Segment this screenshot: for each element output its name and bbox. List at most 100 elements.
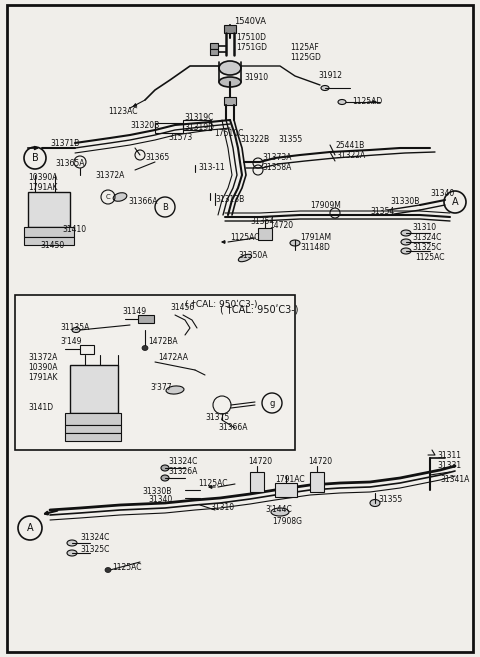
Bar: [275, 483, 297, 497]
Bar: [138, 315, 154, 323]
Text: 31322A: 31322A: [336, 150, 365, 160]
Text: 313-11: 313-11: [198, 164, 225, 173]
Text: 31135A: 31135A: [60, 323, 89, 332]
Bar: [258, 228, 272, 240]
Ellipse shape: [219, 61, 241, 75]
Text: 17510C: 17510C: [214, 129, 243, 137]
Text: 14720: 14720: [269, 221, 293, 229]
Text: 31320B: 31320B: [130, 120, 159, 129]
Text: 17908G: 17908G: [272, 518, 302, 526]
Text: 1472BA: 1472BA: [148, 338, 178, 346]
Text: 31373A: 31373A: [262, 154, 291, 162]
Text: 31310: 31310: [412, 223, 436, 233]
Text: 31365: 31365: [145, 152, 169, 162]
Ellipse shape: [239, 254, 252, 261]
Text: 31354: 31354: [370, 208, 394, 217]
Text: 1125AC: 1125AC: [198, 478, 228, 487]
Text: 10390A: 10390A: [28, 173, 58, 181]
Bar: [15, 295, 295, 450]
Text: 31326A: 31326A: [168, 468, 197, 476]
Text: 31324C: 31324C: [168, 457, 197, 466]
Text: 31311: 31311: [437, 451, 461, 459]
Bar: [24, 237, 74, 245]
Text: 1125AC: 1125AC: [112, 562, 142, 572]
Text: 31410: 31410: [62, 225, 86, 235]
Text: 25441B: 25441B: [336, 141, 365, 150]
Bar: [65, 433, 121, 441]
Text: B: B: [32, 153, 38, 163]
Text: 31450: 31450: [40, 240, 64, 250]
Bar: [80, 345, 94, 354]
Bar: [250, 472, 264, 492]
Text: 31322B: 31322B: [240, 135, 269, 145]
Text: 31365A: 31365A: [55, 158, 84, 168]
Ellipse shape: [72, 327, 80, 332]
Text: 3'377: 3'377: [150, 384, 172, 392]
Ellipse shape: [142, 346, 148, 350]
Ellipse shape: [113, 193, 127, 201]
Text: 17909M: 17909M: [310, 202, 341, 210]
Text: 3'149: 3'149: [60, 338, 82, 346]
Bar: [24, 227, 74, 237]
Bar: [70, 365, 118, 413]
Bar: [65, 413, 121, 425]
Text: 31319D: 31319D: [184, 124, 214, 133]
Text: 31912: 31912: [318, 70, 342, 79]
Text: 31371B: 31371B: [50, 139, 79, 148]
Ellipse shape: [401, 248, 411, 254]
Text: 1540VA: 1540VA: [234, 18, 266, 26]
Ellipse shape: [401, 230, 411, 236]
Text: 31331: 31331: [437, 461, 461, 470]
Text: 31372A: 31372A: [95, 171, 124, 179]
Text: 31149: 31149: [122, 307, 146, 315]
Ellipse shape: [161, 475, 169, 481]
Text: 31324C: 31324C: [412, 233, 442, 242]
Text: 31313B: 31313B: [215, 196, 244, 204]
Ellipse shape: [105, 568, 111, 572]
Text: 31148D: 31148D: [300, 244, 330, 252]
Ellipse shape: [290, 240, 300, 246]
Text: 1125AF: 1125AF: [290, 43, 319, 53]
Text: 31319C: 31319C: [184, 114, 214, 122]
Ellipse shape: [161, 465, 169, 471]
Text: C: C: [106, 194, 110, 200]
Ellipse shape: [271, 508, 289, 516]
Text: 1791AM: 1791AM: [300, 233, 331, 242]
Text: 1125AC: 1125AC: [415, 254, 444, 263]
Ellipse shape: [166, 386, 184, 394]
Text: 31573: 31573: [168, 133, 192, 143]
Text: 31354: 31354: [250, 217, 274, 227]
Text: 31355: 31355: [378, 495, 402, 505]
Ellipse shape: [67, 540, 77, 546]
Text: ( †CAL: 950ʹC3-): ( †CAL: 950ʹC3-): [185, 300, 257, 309]
Ellipse shape: [321, 85, 329, 91]
Text: 1125AD: 1125AD: [352, 97, 382, 106]
Text: 10390A: 10390A: [28, 363, 58, 373]
Text: 31330B: 31330B: [142, 487, 171, 497]
Bar: [210, 43, 218, 49]
Text: 31366A: 31366A: [218, 424, 248, 432]
Bar: [224, 25, 236, 33]
Text: 3'144C: 3'144C: [265, 505, 292, 514]
Text: 1751GD: 1751GD: [236, 43, 267, 53]
Text: 1791AK: 1791AK: [28, 183, 58, 191]
Text: 1791AC: 1791AC: [275, 476, 305, 484]
Text: g: g: [269, 399, 275, 407]
Text: 31372A: 31372A: [28, 353, 58, 363]
Text: A: A: [452, 197, 458, 207]
Bar: [224, 97, 236, 105]
Text: 31325C: 31325C: [80, 545, 109, 555]
Text: 31325C: 31325C: [412, 244, 442, 252]
Ellipse shape: [219, 77, 241, 87]
Bar: [65, 425, 121, 433]
Text: 31350A: 31350A: [238, 252, 267, 260]
Text: ( †CAL: 950ʹC3-): ( †CAL: 950ʹC3-): [220, 305, 299, 315]
Text: 1125GD: 1125GD: [290, 53, 321, 62]
Text: 3141D: 3141D: [28, 403, 53, 413]
Text: 31366A: 31366A: [128, 198, 157, 206]
Bar: [310, 472, 324, 492]
Ellipse shape: [338, 99, 346, 104]
Text: 1125AC: 1125AC: [230, 233, 260, 242]
Text: 31375: 31375: [205, 413, 229, 422]
Bar: [28, 192, 70, 227]
